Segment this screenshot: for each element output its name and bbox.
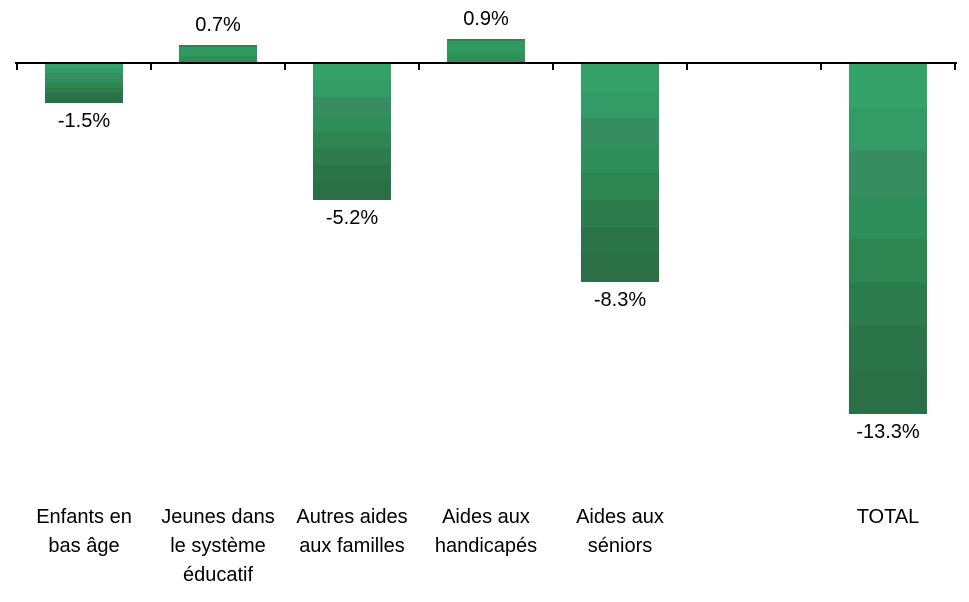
value-label: 0.7% [195,14,241,36]
category-label: Aides aux handicapés [411,503,561,561]
bar-category-1 [45,63,123,103]
x-axis-tick [552,63,554,70]
value-label: -13.3% [856,421,920,443]
value-label: -5.2% [325,207,379,229]
category-label-line: Autres aides [296,506,408,528]
category-label-line: Enfants en [36,506,132,528]
category-label-line: Aides aux [576,506,664,528]
category-label-line: Aides aux [442,506,530,528]
bar-category-3 [313,63,391,200]
category-label-line: séniors [587,535,653,557]
category-label-line: éducatif [182,564,254,586]
value-label: 0.9% [463,8,509,30]
value-label: -1.5% [57,110,111,132]
category-label-line: TOTAL [856,506,920,528]
category-label-line: aux familles [299,535,405,557]
x-axis-tick [284,63,286,70]
category-label: Enfants en bas âge [9,503,159,561]
category-label-line: le système [170,535,266,557]
bar-category-2 [179,45,257,63]
x-axis-tick [150,63,152,70]
category-label: Aides aux séniors [545,503,695,561]
x-axis-tick [820,63,822,70]
x-axis-tick [418,63,420,70]
x-axis-line [15,62,957,64]
category-label: Jeunes dans le système éducatif [143,503,293,590]
category-label: Autres aides aux familles [277,503,427,561]
category-label-line: Jeunes dans [161,506,275,528]
value-label: -8.3% [593,289,647,311]
bar-total [849,63,927,414]
category-label: TOTAL [813,503,963,532]
bar-category-5 [581,63,659,282]
bar-category-4 [447,39,525,63]
x-axis-tick [16,63,18,70]
x-axis-tick [954,63,956,70]
category-label-line: handicapés [434,535,538,557]
category-label-line: bas âge [48,535,120,557]
x-axis-tick [686,63,688,70]
